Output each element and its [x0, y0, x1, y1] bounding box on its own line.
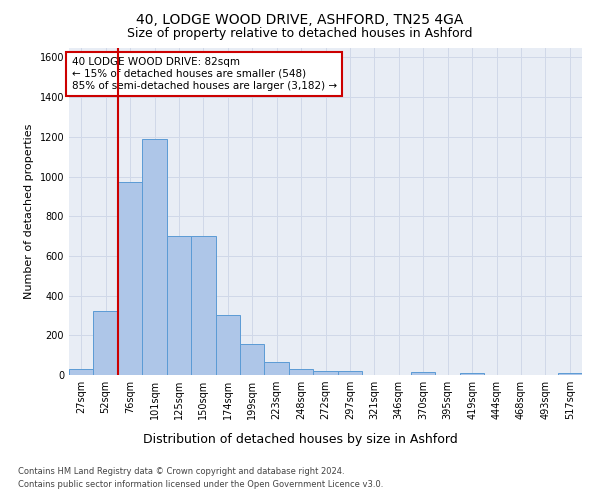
Bar	[557, 372, 582, 375]
Bar	[167, 236, 191, 375]
Bar	[460, 372, 484, 375]
Bar	[289, 369, 313, 375]
Text: Contains public sector information licensed under the Open Government Licence v3: Contains public sector information licen…	[18, 480, 383, 489]
Bar	[338, 371, 362, 375]
Bar	[240, 344, 265, 375]
Bar	[411, 372, 436, 375]
Bar	[265, 362, 289, 375]
Bar	[69, 369, 94, 375]
Text: Distribution of detached houses by size in Ashford: Distribution of detached houses by size …	[143, 432, 457, 446]
Bar	[142, 139, 167, 375]
Bar	[94, 312, 118, 375]
Text: 40 LODGE WOOD DRIVE: 82sqm
← 15% of detached houses are smaller (548)
85% of sem: 40 LODGE WOOD DRIVE: 82sqm ← 15% of deta…	[71, 58, 337, 90]
Bar	[215, 316, 240, 375]
Text: Size of property relative to detached houses in Ashford: Size of property relative to detached ho…	[127, 28, 473, 40]
Text: 40, LODGE WOOD DRIVE, ASHFORD, TN25 4GA: 40, LODGE WOOD DRIVE, ASHFORD, TN25 4GA	[136, 12, 464, 26]
Bar	[191, 236, 215, 375]
Bar	[118, 182, 142, 375]
Text: Contains HM Land Registry data © Crown copyright and database right 2024.: Contains HM Land Registry data © Crown c…	[18, 468, 344, 476]
Bar	[313, 371, 338, 375]
Y-axis label: Number of detached properties: Number of detached properties	[24, 124, 34, 299]
